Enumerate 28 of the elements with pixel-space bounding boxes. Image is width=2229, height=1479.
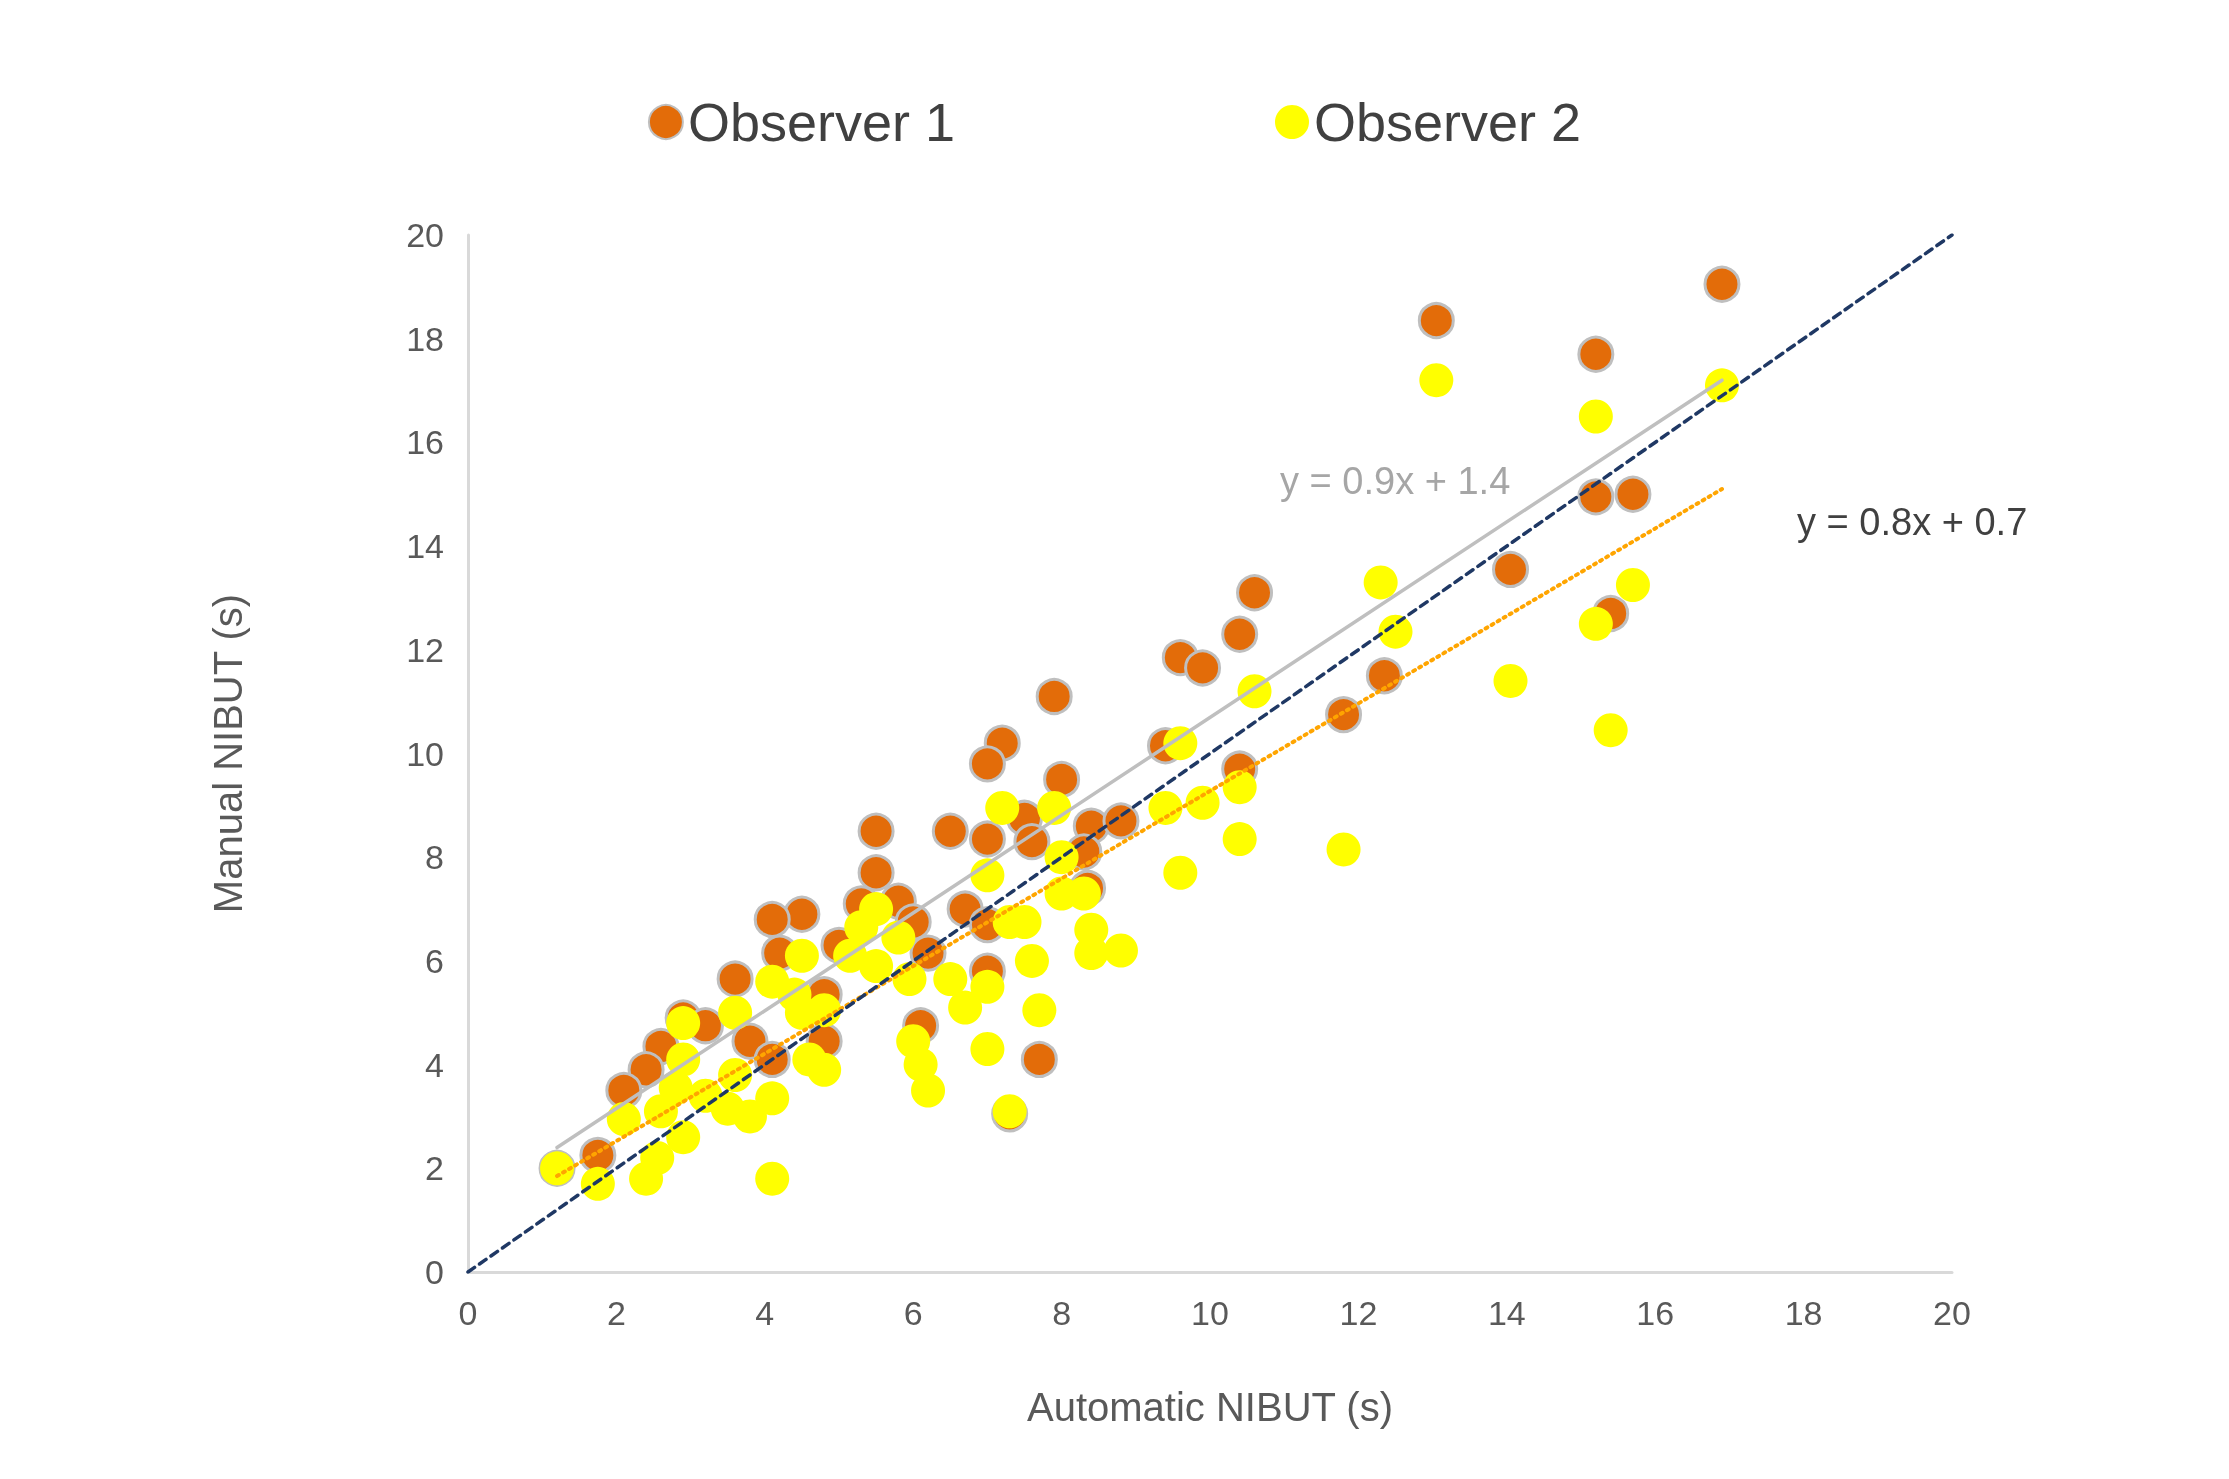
x-tick-label: 18 xyxy=(1784,1294,1823,1332)
y-tick-label: 14 xyxy=(406,527,444,566)
y-tick-label: 12 xyxy=(406,630,444,669)
x-tick-label: 2 xyxy=(606,1294,626,1332)
y-tick-label: 10 xyxy=(406,734,444,773)
y-axis-title: Manual NIBUT (s) xyxy=(206,593,250,914)
y-tick-label: 2 xyxy=(425,1149,444,1188)
x-tick-label: 12 xyxy=(1339,1294,1378,1332)
legend-label: Observer 1 xyxy=(687,92,956,152)
y-tick-label: 8 xyxy=(425,838,444,877)
x-tick-label: 0 xyxy=(458,1294,478,1332)
x-tick-label: 10 xyxy=(1191,1294,1229,1332)
annotation: y = 0.9x + 1.4 xyxy=(1280,460,1511,502)
y-tick-label: 20 xyxy=(406,216,444,254)
x-tick-label: 16 xyxy=(1636,1294,1675,1332)
x-tick-label: 8 xyxy=(1052,1294,1072,1332)
y-tick-label: 0 xyxy=(425,1253,444,1291)
y-tick-label: 16 xyxy=(406,423,444,462)
x-tick-label: 20 xyxy=(1933,1294,1971,1332)
x-tick-label: 4 xyxy=(755,1294,775,1332)
x-tick-label: 14 xyxy=(1487,1294,1526,1332)
legend-label: Observer 2 xyxy=(1314,92,1582,152)
y-tick-label: 6 xyxy=(425,941,444,980)
x-axis-title: Automatic NIBUT (s) xyxy=(1027,1385,1393,1429)
annotation: y = 0.8x + 0.7 xyxy=(1797,501,2028,543)
y-tick-label: 18 xyxy=(406,319,444,358)
x-tick-label: 6 xyxy=(903,1294,923,1332)
y-tick-label: 4 xyxy=(425,1045,444,1084)
